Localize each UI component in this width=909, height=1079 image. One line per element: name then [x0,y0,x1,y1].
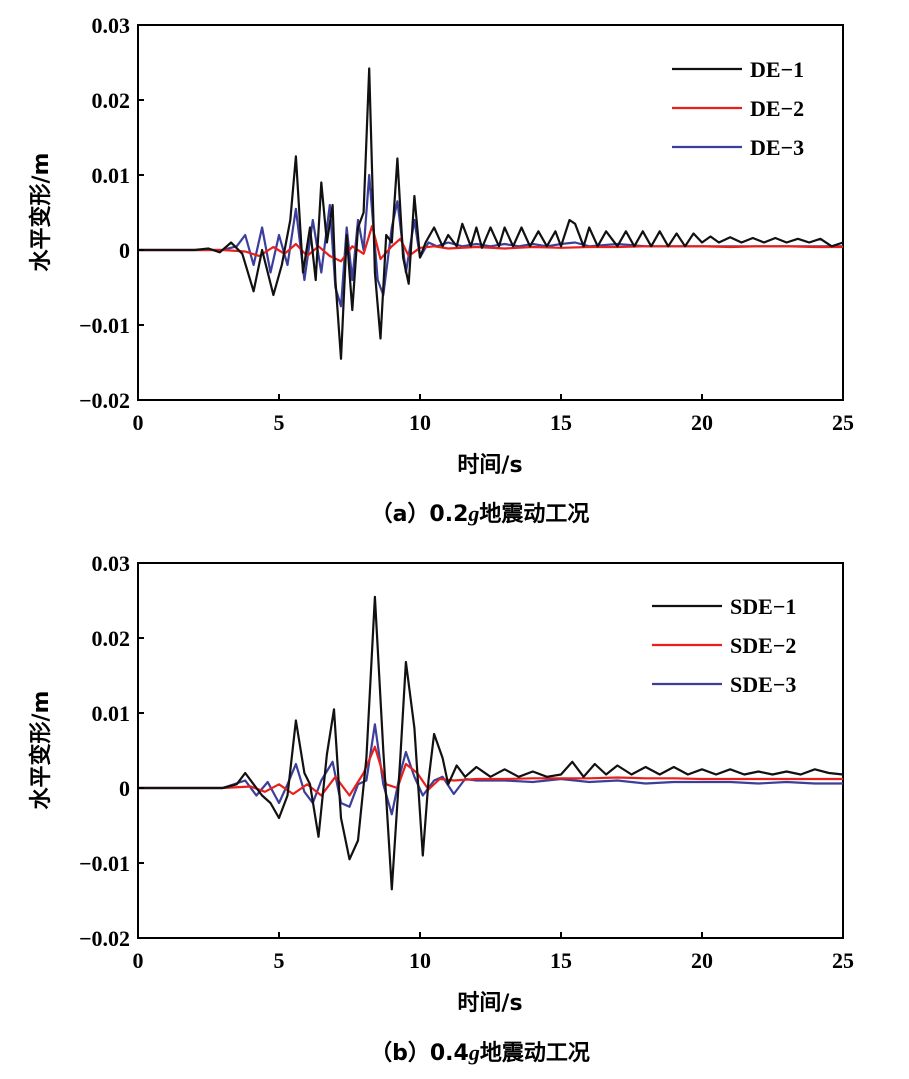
legend-label: SDE−1 [730,594,796,619]
y-tick-label: 0.03 [92,13,131,38]
x-tick-label: 15 [550,948,572,973]
y-tick-label: −0.02 [79,388,130,413]
series-line-de-2 [138,224,843,263]
legend-label: DE−2 [750,96,804,121]
y-tick-label: −0.01 [79,851,130,876]
panel-b: −0.02 −0.01 0 0.01 0.02 0.03 0 5 10 15 20 25 水平变形/… [28,551,854,1066]
legend: DE−1 DE−2 DE−3 [672,57,804,160]
plot-frame [137,24,844,401]
x-tick-label: 5 [274,948,285,973]
x-ticks: 0 5 10 15 20 25 [133,394,854,435]
series-line-de-3 [138,173,843,308]
y-tick-label: 0.01 [92,163,131,188]
legend-label: DE−3 [750,135,804,160]
y-tick-label: 0.02 [92,88,131,113]
y-ticks: −0.02 −0.01 0 0.01 0.02 0.03 [79,551,144,951]
legend-label: SDE−3 [730,672,796,697]
legend-label: DE−1 [750,57,804,82]
x-tick-label: 25 [832,410,854,435]
x-tick-label: 20 [691,410,713,435]
x-axis-label: 时间/s [457,453,522,478]
x-axis-label: 时间/s [457,991,522,1016]
panel-caption: （b）0.4g地震动工况 [370,1040,590,1066]
x-tick-label: 25 [832,948,854,973]
x-tick-label: 0 [133,410,144,435]
series-line-sde-1 [138,595,844,891]
series-layer [138,67,844,360]
y-axis-label: 水平变形/m [28,691,54,810]
y-tick-label: −0.01 [79,313,130,338]
series-layer [138,595,844,891]
y-axis-label: 水平变形/m [28,153,54,272]
y-tick-label: 0.03 [92,551,131,576]
y-tick-label: 0.02 [92,626,131,651]
y-tick-label: 0 [119,776,130,801]
series-line-de-1 [138,67,844,360]
x-tick-label: 5 [274,410,285,435]
panel-a: −0.02 −0.01 0 0.01 0.02 0.03 0 5 10 15 20 25 水平变形/… [28,13,854,527]
plot-frame [137,562,844,939]
x-tick-label: 10 [409,948,431,973]
legend-label: SDE−2 [730,633,796,658]
x-ticks: 0 5 10 15 20 25 [133,932,854,973]
y-tick-label: −0.02 [79,926,130,951]
panel-caption: （a）0.2g地震动工况 [371,501,590,527]
x-tick-label: 20 [691,948,713,973]
x-tick-label: 10 [409,410,431,435]
y-ticks: −0.02 −0.01 0 0.01 0.02 0.03 [79,13,144,413]
y-tick-label: 0 [119,238,130,263]
legend: SDE−1 SDE−2 SDE−3 [652,594,796,697]
y-tick-label: 0.01 [92,701,131,726]
series-line-sde-3 [138,723,843,816]
x-tick-label: 0 [133,948,144,973]
x-tick-label: 15 [550,410,572,435]
